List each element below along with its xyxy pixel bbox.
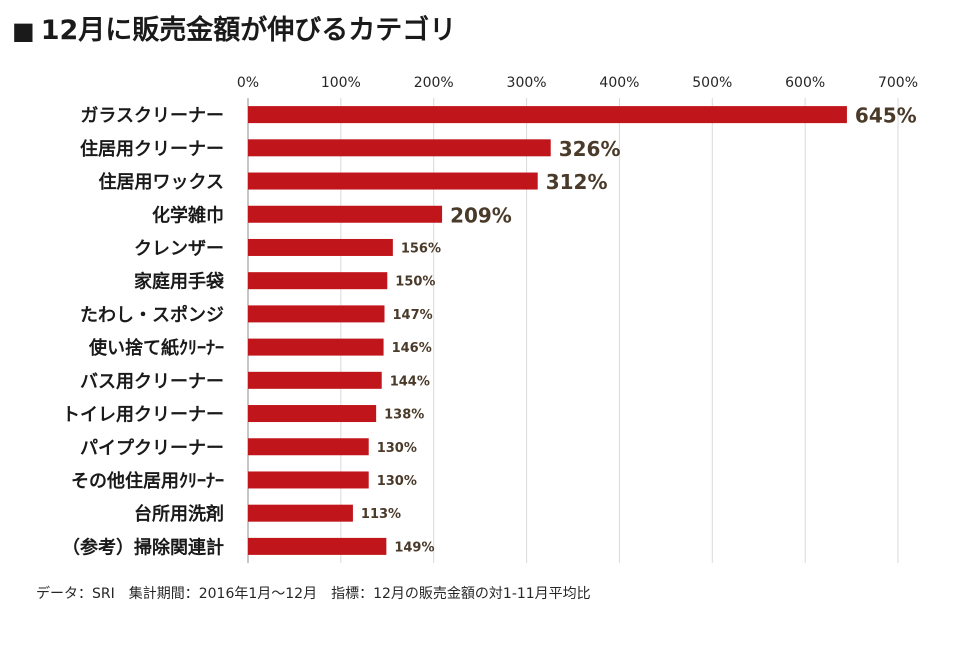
category-label: トイレ用クリーナー [62,405,224,426]
chart-title: ■ 12月に販売金額が伸びるカテゴリ [12,8,456,47]
bar [248,371,382,389]
x-tick-label: 600% [785,75,825,91]
value-label: 150% [395,275,435,290]
category-label: 家庭用手袋 [134,271,225,293]
value-label: 149% [394,540,434,555]
category-label: 住居用クリーナー [80,138,224,160]
x-axis-ticks: 0% 100% 200% 300% 400% 500% 600% 700% [237,75,918,91]
x-tick-label: 100% [321,75,361,91]
bar [248,471,369,489]
category-label: その他住居用ｸﾘｰﾅｰ [71,470,224,492]
category-label: （参考）掃除関連計 [62,536,224,558]
value-label: 326% [559,137,621,161]
x-tick-label: 400% [599,75,639,91]
value-label: 147% [393,308,433,323]
bars [248,106,847,555]
category-label: たわし・スポンジ [80,304,224,326]
category-label: ガラスクリーナー [80,106,224,127]
bar [248,238,393,256]
value-label: 113% [361,507,401,522]
bar [248,405,377,423]
bar [248,272,388,290]
bar [248,338,384,356]
bar-chart: 0% 100% 200% 300% 400% 500% 600% 700% ガラスクリーナー住… [62,75,918,563]
value-label: 138% [384,408,424,423]
value-labels: 645% 326% 312% 209% 156% 150% 147% 146% 144% 138%… [361,104,917,556]
bar [248,172,538,190]
bar [248,305,385,323]
category-label: 台所用洗剤 [134,503,224,525]
x-tick-label: 500% [692,75,732,91]
value-label: 156% [401,241,441,256]
bar [248,537,387,555]
value-label: 130% [377,441,417,456]
x-tick-label: 700% [878,75,918,91]
category-label: 化学雑巾 [152,204,224,226]
category-labels: ガラスクリーナー住居用クリーナー住居用ワックス化学雑巾クレンザー家庭用手袋たわし… [62,106,225,559]
category-label: パイプクリーナー [80,437,224,459]
gridlines [247,98,899,563]
bar [248,106,847,124]
bar [248,139,551,157]
value-label: 146% [392,341,432,356]
value-label: 130% [377,474,417,489]
x-tick-label: 300% [507,75,547,91]
category-label: クレンザー [134,238,224,259]
bar [248,438,369,456]
category-label: 使い捨て紙ｸﾘｰﾅｰ [88,337,224,359]
category-label: バス用クリーナー [80,371,224,392]
title-text: 12月に販売金額が伸びるカテゴリ [40,15,457,46]
x-tick-label: 200% [414,75,454,91]
value-label: 209% [450,203,512,227]
bar [248,205,443,223]
value-label: 645% [855,104,917,128]
title-bullet: ■ [12,17,35,45]
footnote: データ：SRI 集計期間：2016年1月～12月 指標：12月の販売金額の対1-… [36,586,591,602]
x-tick-label: 0% [237,75,259,91]
value-label: 312% [546,170,608,194]
value-label: 144% [390,374,430,389]
bar [248,504,353,522]
category-label: 住居用ワックス [99,171,224,193]
